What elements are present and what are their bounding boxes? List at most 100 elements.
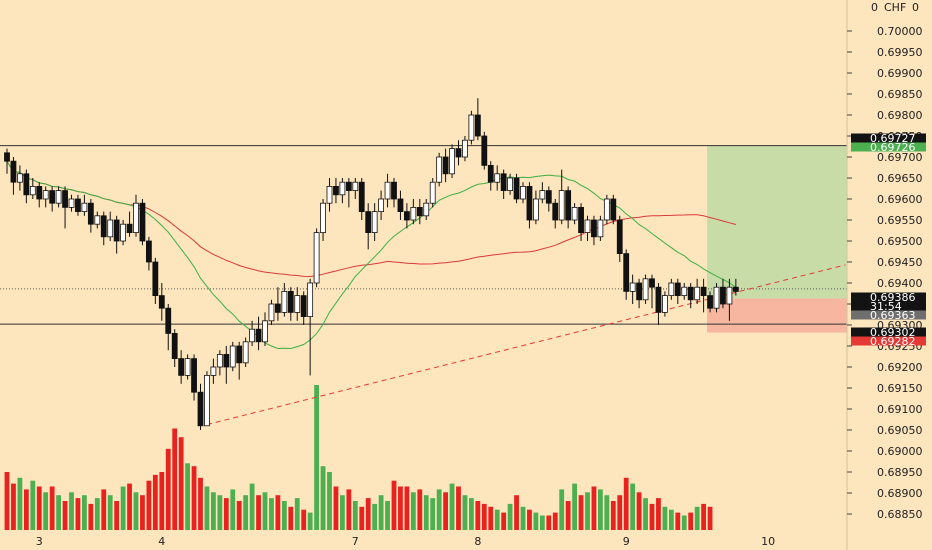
price-badge-label: 0.69727 [870, 132, 916, 145]
candle-body [152, 261, 159, 296]
volume-bar [410, 492, 416, 530]
time-axis[interactable]: 3 4 7 8 9 10 [36, 535, 775, 548]
volume-bar [552, 512, 558, 530]
candle-body [274, 303, 281, 313]
volume-bar [281, 501, 287, 530]
price-badge [851, 327, 926, 337]
price-tick-label: 0.68950 [877, 466, 923, 479]
volume-bar [120, 486, 126, 530]
candle-body [726, 286, 733, 305]
candle-body [326, 185, 333, 204]
price-tick-label: 0.69000 [877, 445, 923, 458]
price-badge [851, 292, 926, 302]
candle-body [42, 190, 49, 200]
volume-bar [662, 506, 668, 530]
volume-bar [217, 495, 223, 530]
candle-body [578, 206, 584, 233]
candle-body [462, 139, 468, 158]
candle-body [674, 282, 681, 296]
candle-body [378, 198, 385, 212]
candle-body [655, 286, 662, 313]
volume-bar [578, 495, 584, 530]
volume-bar [372, 503, 378, 530]
candle-body [384, 181, 391, 200]
candle-body [487, 164, 494, 183]
volume-bar [527, 509, 532, 530]
price-badge-label: 0.69726 [870, 141, 916, 154]
candle-body [204, 374, 210, 427]
volume-bar [675, 512, 681, 530]
time-tick-label: 3 [36, 535, 43, 548]
candle-body [23, 173, 30, 196]
volume-bar [623, 477, 629, 530]
candle-body [610, 198, 617, 221]
volume-bar [314, 385, 319, 530]
volume-bar [656, 498, 661, 530]
candle-body [87, 202, 94, 225]
candle-body [636, 282, 642, 301]
candle-body [403, 211, 410, 221]
candle-body [345, 181, 352, 191]
candle-body [62, 190, 68, 208]
candle-body [603, 198, 610, 221]
candle-body [171, 332, 178, 359]
candle-body [300, 295, 307, 318]
time-tick-label: 4 [158, 535, 165, 548]
volume-bar [69, 492, 74, 530]
volume-bar [191, 466, 197, 530]
candle-body [320, 202, 326, 233]
volume-bar [462, 495, 468, 530]
candle-body [732, 286, 739, 292]
price-tick-label: 0.69950 [877, 46, 923, 59]
volume-bar [365, 498, 371, 530]
volume-bar [404, 486, 410, 530]
volume-bar [610, 501, 616, 530]
candle-body [262, 320, 268, 343]
candle-body [191, 358, 197, 393]
price-tick-label: 0.68900 [877, 487, 923, 500]
volume-bar [23, 489, 29, 530]
candle-body [255, 328, 262, 343]
candle-body [474, 114, 481, 137]
volume-bar [94, 498, 100, 530]
volume-bar [430, 498, 436, 530]
volume-bar [36, 486, 42, 530]
volume-bar [127, 483, 132, 530]
volume-bar [417, 489, 423, 530]
candle-body [416, 206, 423, 217]
volume-bar [17, 477, 23, 530]
volume-bar [391, 480, 397, 530]
volume-bar [385, 501, 390, 530]
volume-bar [107, 495, 113, 530]
price-tick-label: 0.69700 [877, 151, 923, 164]
price-badge [851, 133, 926, 143]
candle-body [4, 152, 10, 162]
candle-body [68, 198, 75, 208]
candle-body [75, 198, 81, 212]
volume-bar [101, 489, 107, 530]
volume-bar [481, 503, 487, 530]
volume-bar [456, 486, 461, 530]
candle-body [410, 206, 417, 221]
volume-bar [88, 503, 94, 530]
candle-body [397, 198, 404, 212]
candle-body [436, 156, 443, 183]
candle-body [545, 190, 552, 204]
volume-bar [423, 495, 429, 530]
candle-body [365, 211, 372, 234]
trendline-layer[interactable] [206, 264, 846, 426]
candle-body [307, 282, 314, 317]
header-right-zero: 0 [912, 1, 919, 14]
volume-bar [11, 483, 16, 530]
volume-bar [320, 466, 326, 530]
candle-body [223, 353, 230, 368]
volume-bar [236, 501, 242, 530]
trendline[interactable] [206, 264, 846, 426]
volume-bar [565, 501, 571, 530]
candle-body [591, 219, 597, 238]
volume-bar [43, 492, 49, 530]
target-zone [707, 146, 847, 299]
candle-body [520, 185, 526, 200]
